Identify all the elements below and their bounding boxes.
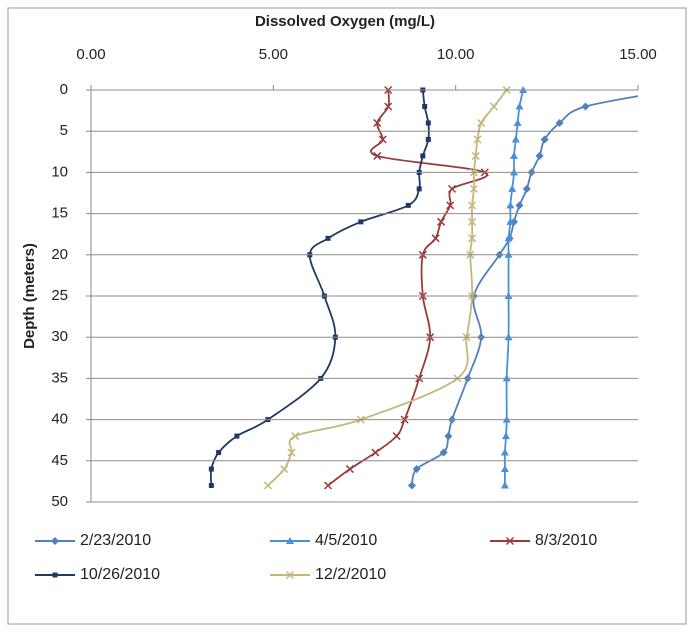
marker: [412, 465, 421, 474]
marker: [504, 234, 513, 242]
y-tick-label: 30: [51, 328, 68, 345]
marker: [280, 465, 289, 474]
marker: [420, 153, 426, 159]
y-tick-label: 5: [60, 122, 68, 139]
marker: [515, 201, 524, 210]
marker: [505, 536, 515, 546]
marker: [286, 537, 294, 544]
marker: [477, 118, 486, 127]
marker: [510, 151, 519, 159]
marker: [522, 184, 531, 193]
marker: [468, 234, 477, 243]
legend-label: 12/2/2010: [315, 566, 386, 583]
marker: [506, 217, 515, 225]
y-tick-label: 45: [51, 452, 68, 469]
marker: [407, 481, 416, 490]
marker: [500, 481, 509, 489]
marker: [234, 433, 240, 439]
marker: [325, 235, 331, 241]
marker: [431, 234, 440, 243]
marker: [373, 118, 382, 127]
y-tick-label: 40: [51, 411, 68, 428]
marker: [504, 250, 513, 258]
marker: [513, 118, 522, 126]
marker: [52, 572, 58, 578]
marker: [510, 217, 519, 226]
marker: [555, 118, 564, 127]
legend-label: 2/23/2010: [80, 532, 151, 549]
marker: [515, 102, 524, 110]
marker: [439, 448, 448, 457]
marker: [468, 201, 477, 210]
marker: [540, 135, 549, 144]
marker: [489, 102, 498, 111]
marker: [378, 135, 387, 144]
marker: [446, 201, 455, 210]
legend-label: 10/26/2010: [80, 566, 160, 583]
marker: [324, 481, 333, 490]
marker: [444, 432, 453, 441]
marker: [291, 432, 300, 441]
marker: [287, 448, 296, 457]
marker: [263, 481, 272, 490]
y-tick-label: 10: [51, 163, 68, 180]
x-tick-label: 15.00: [619, 46, 657, 63]
marker: [373, 151, 382, 160]
marker: [500, 448, 509, 456]
marker: [392, 432, 401, 441]
marker: [405, 202, 411, 208]
x-tick-label: 10.00: [437, 46, 475, 63]
marker: [208, 466, 214, 472]
marker: [422, 103, 428, 109]
y-tick-label: 0: [60, 81, 68, 98]
y-tick-label: 25: [51, 287, 68, 304]
marker: [511, 135, 520, 143]
marker: [508, 184, 517, 192]
marker: [208, 483, 214, 489]
marker: [285, 570, 295, 580]
marker: [384, 102, 393, 111]
y-tick-label: 50: [51, 493, 68, 510]
marker: [416, 186, 422, 192]
y-tick-label: 20: [51, 246, 68, 263]
marker: [371, 448, 380, 457]
chart-title: Dissolved Oxygen (mg/L): [255, 13, 435, 30]
marker: [51, 537, 59, 545]
marker: [447, 184, 457, 193]
y-tick-label: 35: [51, 369, 68, 386]
marker: [471, 151, 480, 160]
marker: [581, 102, 590, 111]
marker: [473, 135, 482, 144]
legend-label: 8/3/2010: [535, 532, 597, 549]
marker: [437, 217, 446, 226]
marker: [469, 184, 478, 193]
marker: [345, 465, 354, 474]
marker: [535, 151, 544, 160]
marker: [425, 120, 431, 126]
legend-label: 4/5/2010: [315, 532, 377, 549]
x-tick-label: 5.00: [259, 46, 288, 63]
y-axis-label: Depth (meters): [21, 243, 38, 349]
marker: [506, 201, 515, 209]
y-tick-label: 15: [51, 205, 68, 222]
marker: [425, 136, 431, 142]
marker: [358, 219, 364, 225]
marker: [501, 432, 510, 440]
marker: [468, 217, 477, 226]
marker: [216, 450, 222, 456]
marker: [500, 465, 509, 473]
x-tick-label: 0.00: [76, 46, 105, 63]
plot-area: [208, 85, 638, 490]
